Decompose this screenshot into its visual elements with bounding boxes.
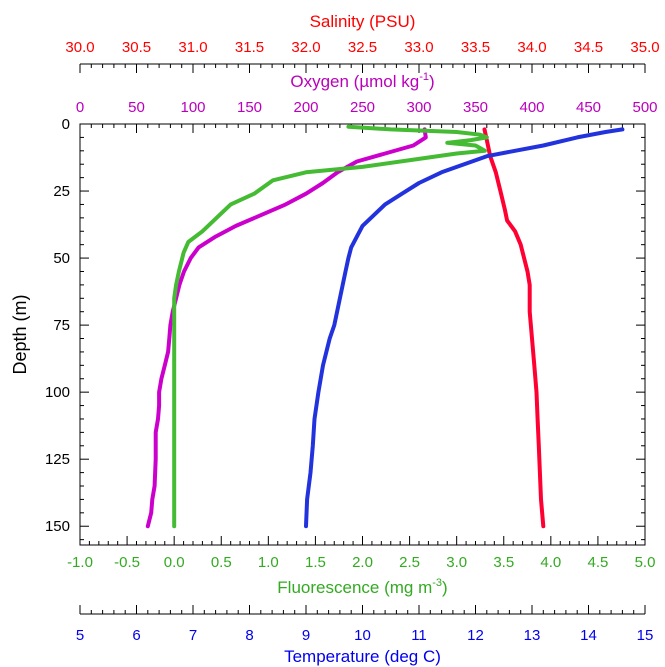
salinity-tick-label: 30.5 (122, 39, 151, 56)
temperature-tick-label: 11 (411, 627, 427, 644)
fluorescence-profile-line (172, 124, 489, 529)
salinity-tick-label: 30.0 (65, 39, 94, 56)
depth-axis-title: Depth (m) (10, 294, 30, 374)
temperature-tick-label: 7 (189, 627, 197, 644)
oxygen-tick-label: 400 (519, 99, 544, 116)
salinity-profile-line (482, 127, 546, 529)
depth-tick-label: 25 (53, 183, 70, 200)
salinity-tick-label: 34.5 (574, 39, 603, 56)
depth-tick-label: 75 (53, 317, 70, 334)
salinity-tick-label: 31.0 (178, 39, 207, 56)
temperature-axis-title: Temperature (deg C) (284, 647, 441, 666)
fluorescence-tick-label: 1.5 (305, 554, 326, 571)
temperature-tick-label: 5 (76, 627, 84, 644)
salinity-tick-label: 32.5 (348, 39, 377, 56)
fluorescence-tick-label: 0.0 (164, 554, 185, 571)
temperature-tick-label: 15 (637, 627, 654, 644)
depth-tick-label: 150 (45, 518, 70, 535)
temperature-tick-label: 12 (467, 627, 484, 644)
oxygen-tick-label: 250 (350, 99, 375, 116)
oxygen-tick-label: 450 (576, 99, 601, 116)
oxygen-tick-label: 150 (237, 99, 262, 116)
temperature-tick-label: 8 (245, 627, 253, 644)
depth-tick-label: 0 (62, 116, 70, 133)
fluorescence-tick-label: 4.5 (587, 554, 608, 571)
fluorescence-tick-label: -1.0 (67, 554, 93, 571)
temperature-profile-line (304, 127, 625, 529)
oxygen-tick-label: 500 (632, 99, 657, 116)
salinity-tick-label: 31.5 (235, 39, 264, 56)
fluorescence-tick-label: 2.5 (399, 554, 420, 571)
depth-tick-label: 100 (45, 384, 70, 401)
series-layer (145, 124, 625, 529)
salinity-tick-label: 33.0 (404, 39, 433, 56)
oxygen-axis-title: Oxygen (µmol kg-1) (290, 71, 434, 91)
fluorescence-tick-label: -0.5 (114, 554, 140, 571)
oxygen-tick-label: 0 (76, 99, 84, 116)
fluorescence-tick-label: 4.0 (540, 554, 561, 571)
oxygen-tick-label: 100 (180, 99, 205, 116)
salinity-tick-label: 32.0 (291, 39, 320, 56)
fluorescence-tick-label: 3.5 (493, 554, 514, 571)
fluorescence-tick-label: 0.5 (211, 554, 232, 571)
temperature-tick-label: 13 (524, 627, 541, 644)
temperature-tick-label: 9 (302, 627, 310, 644)
oxygen-tick-label: 300 (406, 99, 431, 116)
fluorescence-tick-label: 5.0 (635, 554, 656, 571)
depth-tick-label: 125 (45, 451, 70, 468)
fluorescence-tick-label: 1.0 (258, 554, 279, 571)
salinity-tick-label: 35.0 (630, 39, 659, 56)
fluorescence-axis-title: Fluorescence (mg m-3) (277, 577, 447, 597)
temperature-tick-label: 14 (580, 627, 597, 644)
plot-frame (79, 123, 646, 546)
fluorescence-tick-label: 3.0 (446, 554, 467, 571)
temperature-tick-label: 10 (354, 627, 371, 644)
oxygen-tick-label: 200 (293, 99, 318, 116)
temperature-tick-label: 6 (132, 627, 140, 644)
oxygen-tick-label: 50 (128, 99, 145, 116)
depth-tick-label: 50 (53, 250, 70, 267)
fluorescence-tick-label: 2.0 (352, 554, 373, 571)
salinity-axis-title: Salinity (PSU) (310, 12, 416, 31)
salinity-tick-label: 33.5 (461, 39, 490, 56)
oxygen-tick-label: 350 (463, 99, 488, 116)
oxygen-profile-line (145, 127, 428, 529)
salinity-tick-label: 34.0 (517, 39, 546, 56)
